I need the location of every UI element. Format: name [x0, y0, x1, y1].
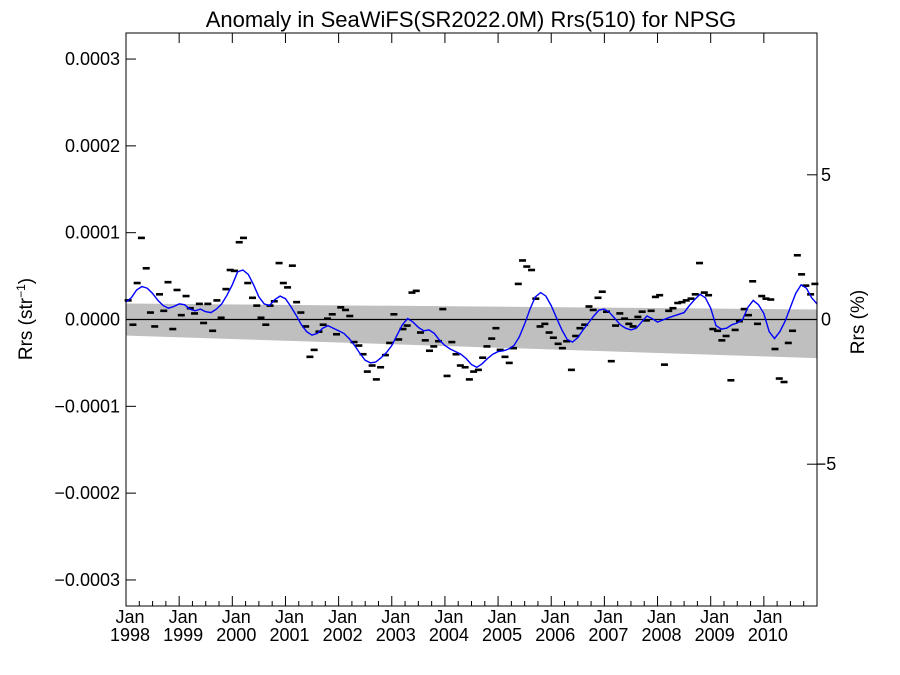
y-tick-label: −0.0001: [54, 396, 120, 416]
x-tick-label-year: 1999: [163, 625, 203, 645]
y-axis-label-text: Rrs (str: [16, 297, 37, 360]
x-tick-label-year: 2005: [482, 625, 522, 645]
y2-tick-label: −5: [816, 454, 837, 474]
x-tick-label-year: 2008: [642, 625, 682, 645]
x-tick-label-month: Jan: [541, 607, 570, 627]
x-tick-label-year: 2006: [535, 625, 575, 645]
y-tick-label: −0.0003: [54, 570, 120, 590]
x-tick-label-year: 2001: [269, 625, 309, 645]
x-tick-label-year: 2007: [588, 625, 628, 645]
x-tick-label-month: Jan: [381, 607, 410, 627]
chart-title: Anomaly in SeaWiFS(SR2022.0M) Rrs(510) f…: [206, 7, 737, 32]
y-tick-label: 0.0002: [65, 136, 120, 156]
y-tick-label: 0.0000: [65, 310, 120, 330]
y-tick-label: 0.0003: [65, 49, 120, 69]
x-tick-label-year: 2009: [695, 625, 735, 645]
x-tick-label-year: 2000: [216, 625, 256, 645]
x-tick-label-month: Jan: [222, 607, 251, 627]
x-tick-label-month: Jan: [647, 607, 676, 627]
x-tick-label-year: 2002: [323, 625, 363, 645]
x-tick-label-month: Jan: [115, 607, 144, 627]
y-tick-label: 0.0001: [65, 223, 120, 243]
x-tick-label-month: Jan: [275, 607, 304, 627]
y-axis-label-superscript: −1: [14, 284, 28, 298]
x-tick-label-year: 1998: [110, 625, 150, 645]
x-tick-label-month: Jan: [328, 607, 357, 627]
y2-tick-label: 5: [821, 165, 831, 185]
y-axis-label-close: ): [16, 278, 37, 284]
x-tick-label-year: 2010: [748, 625, 788, 645]
smoothed-series-line: [125, 269, 818, 369]
x-tick-label-month: Jan: [753, 607, 782, 627]
y2-tick-label: 0: [821, 310, 831, 330]
x-tick-label-month: Jan: [594, 607, 623, 627]
x-tick-label-month: Jan: [169, 607, 198, 627]
x-tick-label-month: Jan: [488, 607, 517, 627]
y-axis-label: Rrs (str−1): [14, 278, 37, 360]
y-tick-label: −0.0002: [54, 483, 120, 503]
plot-area: [124, 236, 819, 384]
x-tick-label-month: Jan: [434, 607, 463, 627]
x-tick-label-month: Jan: [700, 607, 729, 627]
y2-axis-label: Rrs (%): [848, 290, 869, 354]
axes: 0.0003 0.0002 0.0001 0.0000 −0.0001 −0.0002 −0…: [54, 33, 836, 645]
x-tick-label-year: 2003: [376, 625, 416, 645]
trend-band: [126, 303, 817, 359]
x-tick-label-year: 2004: [429, 625, 469, 645]
